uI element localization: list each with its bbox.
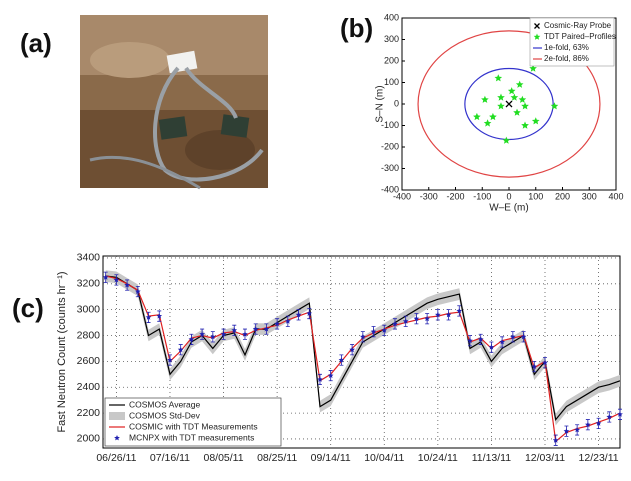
legend-label: COSMIC with TDT Measurements [129,421,258,431]
y-tick-label: 100 [384,77,399,87]
legend-marker [109,412,125,420]
x-axis-label: W–E (m) [489,203,528,214]
x-tick-label: 06/26/11 [96,452,136,464]
y-tick-label: -400 [381,184,399,194]
x-tick-label: 08/05/11 [203,452,243,464]
legend-label: COSMOS Average [129,399,200,409]
legend-label: 1e-fold, 63% [544,43,589,52]
y-tick-label: 300 [384,34,399,44]
y-tick-label: 400 [384,12,399,22]
legend-label: 2e-fold, 86% [544,54,589,63]
y-tick-label: -300 [381,163,399,173]
x-tick-label: 09/14/11 [311,452,351,464]
panel-label: (a) [20,28,52,58]
x-tick-label: 0 [506,191,511,201]
y-tick-label: 2000 [77,433,101,445]
x-tick-label: 12/23/11 [579,452,619,464]
x-tick-label: -300 [420,191,438,201]
y-tick-label: 2400 [77,381,101,393]
y-axis-label: S–N (m) [375,85,386,122]
photo [80,15,268,188]
x-tick-label: 200 [555,191,570,201]
y-tick-label: 2200 [77,407,101,419]
x-tick-label: 10/04/11 [364,452,404,464]
y-tick-label: 2800 [77,329,101,341]
x-tick-label: 400 [608,191,623,201]
x-tick-label: 11/13/11 [472,452,511,464]
legend-label: COSMOS Std-Dev [129,410,201,420]
panel-label: (b) [340,13,373,43]
x-tick-label: 10/24/11 [418,452,458,464]
y-tick-label: 3400 [77,252,101,264]
x-tick-label: 08/25/11 [257,452,297,464]
x-tick-label: 100 [528,191,543,201]
y-tick-label: 2600 [77,355,101,367]
y-tick-label: 200 [384,55,399,65]
x-tick-label: 12/03/11 [525,452,565,464]
y-axis-label: Fast Neutron Count (counts hr⁻¹) [56,271,68,432]
y-tick-label: 3200 [77,278,101,290]
legend-label: MCNPX with TDT measurements [129,432,254,442]
legend-label: TDT Paired–Profiles [544,32,616,41]
y-tick-label: -200 [381,141,399,151]
panel-label: (c) [12,293,44,323]
x-tick-label: 07/16/11 [150,452,190,464]
x-tick-label: 300 [582,191,597,201]
figure: (a) (b) (c) -400 -300 -200 -100 0 100 200 300 40… [0,0,631,481]
x-tick-label: -100 [473,191,491,201]
y-tick-label: 0 [394,98,399,108]
y-tick-label: 3000 [77,303,101,315]
x-tick-label: -200 [446,191,464,201]
legend-label: Cosmic-Ray Probe [544,21,612,30]
